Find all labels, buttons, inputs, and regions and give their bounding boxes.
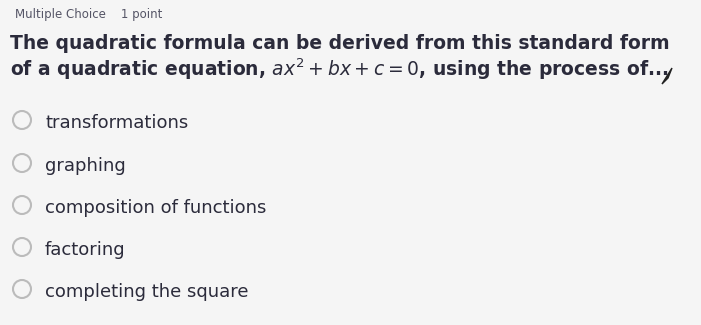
Circle shape: [13, 238, 31, 256]
Text: completing the square: completing the square: [45, 283, 248, 301]
Text: transformations: transformations: [45, 114, 189, 132]
Circle shape: [13, 154, 31, 172]
Text: Multiple Choice    1 point: Multiple Choice 1 point: [15, 8, 163, 21]
Polygon shape: [662, 68, 672, 84]
Text: composition of functions: composition of functions: [45, 199, 266, 217]
Text: factoring: factoring: [45, 241, 125, 259]
Text: of a quadratic equation, $ax^2 + bx + c = 0$, using the process of...: of a quadratic equation, $ax^2 + bx + c …: [10, 57, 669, 83]
Circle shape: [13, 111, 31, 129]
Text: The quadratic formula can be derived from this standard form: The quadratic formula can be derived fro…: [10, 34, 669, 53]
Text: graphing: graphing: [45, 157, 125, 175]
Circle shape: [13, 196, 31, 214]
Circle shape: [13, 280, 31, 298]
